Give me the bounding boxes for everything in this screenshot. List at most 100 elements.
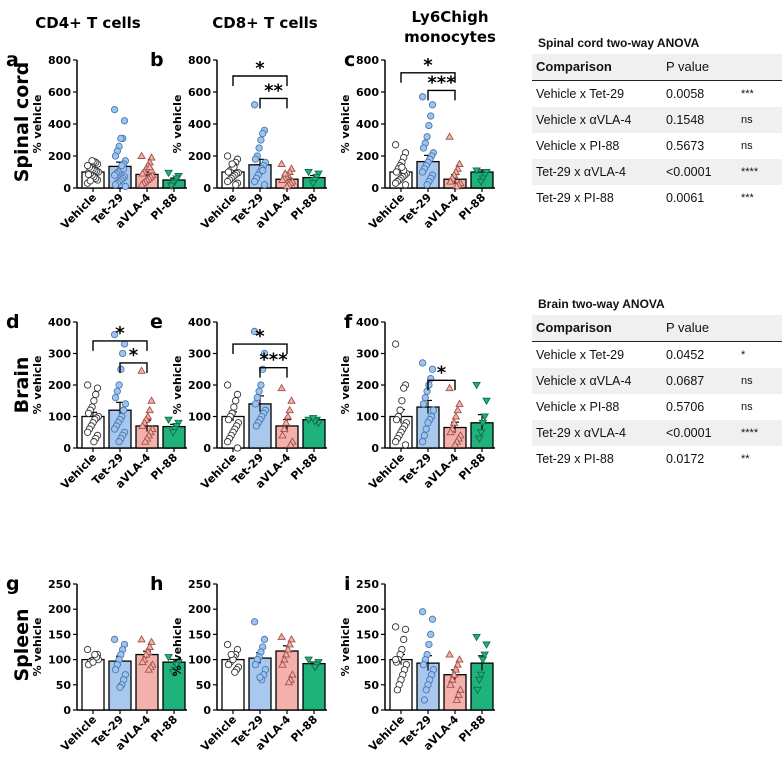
y-tick-label: 400 xyxy=(188,316,211,329)
panel-g: g% vehicle050100150200250VehicleTet-29aV… xyxy=(6,573,187,754)
header-sig xyxy=(741,315,781,341)
data-point xyxy=(401,441,410,449)
data-point xyxy=(418,359,427,367)
y-axis-label: % vehicle xyxy=(171,95,184,154)
y-tick-label: 50 xyxy=(196,679,212,692)
data-point xyxy=(287,396,296,404)
table-row: Vehicle x PI-88 0.5673 ns xyxy=(532,133,782,159)
data-point xyxy=(223,438,232,446)
data-point xyxy=(121,400,130,408)
data-point xyxy=(446,680,455,688)
y-tick-label: 200 xyxy=(188,603,211,616)
data-point xyxy=(250,618,259,626)
data-point xyxy=(116,683,124,691)
x-tick-label: PI-88 xyxy=(288,713,320,745)
spinal-cord-anova-table: Spinal cord two-way ANOVA Comparison P va… xyxy=(532,32,782,211)
panel-letter: e xyxy=(150,311,163,333)
data-point xyxy=(224,168,233,176)
y-tick-label: 200 xyxy=(48,603,71,616)
y-tick-label: 600 xyxy=(188,86,211,99)
data-point xyxy=(84,170,93,179)
p-value-cell: 0.5673 xyxy=(666,139,705,153)
y-tick-label: 250 xyxy=(48,578,71,591)
significance-label: *** xyxy=(259,350,288,371)
data-point xyxy=(230,403,238,411)
data-point xyxy=(391,340,400,348)
x-tick-label: PI-88 xyxy=(288,451,320,483)
data-point xyxy=(115,438,123,446)
table-row: Vehicle x αVLA-4 0.1548 ns xyxy=(532,107,782,133)
data-point xyxy=(232,181,240,189)
table-row: Vehicle x Tet-29 0.0452 * xyxy=(532,342,782,368)
data-point xyxy=(472,167,481,175)
panel-a: a% vehicle0200400600800VehicleTet-29aVLA… xyxy=(6,49,187,232)
row-title-spinal-cord: Spinal cord xyxy=(11,62,33,183)
data-point xyxy=(284,677,294,686)
data-point xyxy=(423,133,431,141)
comparison-cell: Vehicle x PI-88 xyxy=(536,139,620,153)
data-point xyxy=(446,427,455,436)
y-axis-label: % vehicle xyxy=(171,356,184,415)
data-point xyxy=(392,168,401,176)
data-point xyxy=(137,151,146,159)
data-point xyxy=(418,438,427,446)
data-point xyxy=(277,159,286,167)
data-point xyxy=(260,635,269,644)
comparison-cell: Vehicle x Tet-29 xyxy=(536,87,625,101)
data-point xyxy=(277,632,286,640)
y-tick-label: 100 xyxy=(48,411,71,424)
data-point xyxy=(145,405,154,414)
data-point xyxy=(455,655,464,663)
y-tick-label: 150 xyxy=(188,628,211,641)
data-point xyxy=(111,666,120,674)
data-point xyxy=(91,650,99,659)
data-point xyxy=(449,418,459,426)
data-point xyxy=(418,168,427,176)
data-point xyxy=(259,166,267,175)
data-point xyxy=(478,419,488,428)
significance-cell: ns xyxy=(741,401,753,413)
data-point xyxy=(476,178,486,186)
data-point xyxy=(473,686,482,695)
data-point xyxy=(475,676,484,685)
significance-label: ** xyxy=(264,80,283,101)
data-point xyxy=(428,101,437,109)
y-tick-label: 200 xyxy=(48,379,71,392)
column-title-cd4: CD4+ T cells xyxy=(35,14,140,32)
panel-letter: i xyxy=(344,573,351,595)
y-tick-label: 200 xyxy=(188,150,211,163)
data-point xyxy=(251,155,260,163)
panel-h: h% vehicle050100150200250VehicleTet-29aV… xyxy=(150,573,327,754)
data-point xyxy=(120,117,129,125)
data-point xyxy=(164,169,173,178)
x-tick-label: Vehicle xyxy=(366,713,407,754)
data-point xyxy=(393,686,402,694)
data-point xyxy=(427,630,435,639)
data-point xyxy=(233,390,242,399)
panel-letter: h xyxy=(150,573,164,595)
y-tick-label: 50 xyxy=(56,679,72,692)
data-point xyxy=(168,429,178,437)
data-point xyxy=(110,171,119,179)
data-point xyxy=(391,623,400,631)
data-point xyxy=(111,152,120,160)
panel-i: i% vehicle050100150200250VehicleTet-29aV… xyxy=(339,573,495,754)
comparison-cell: Tet-29 x PI-88 xyxy=(536,452,614,466)
x-tick-label: Vehicle xyxy=(198,451,239,492)
data-point xyxy=(137,635,146,643)
data-point xyxy=(252,422,261,430)
brain-anova-table: Brain two-way ANOVA Comparison P value Ve… xyxy=(532,293,782,472)
data-point xyxy=(428,365,437,373)
data-point xyxy=(304,416,313,425)
significance-cell: * xyxy=(741,349,746,361)
header-sig xyxy=(741,54,781,80)
y-tick-label: 150 xyxy=(356,628,379,641)
significance-bracket xyxy=(259,366,288,378)
data-point xyxy=(304,656,313,664)
data-point xyxy=(283,412,293,420)
data-point xyxy=(232,397,240,405)
data-point xyxy=(308,415,318,423)
data-point xyxy=(147,637,156,645)
